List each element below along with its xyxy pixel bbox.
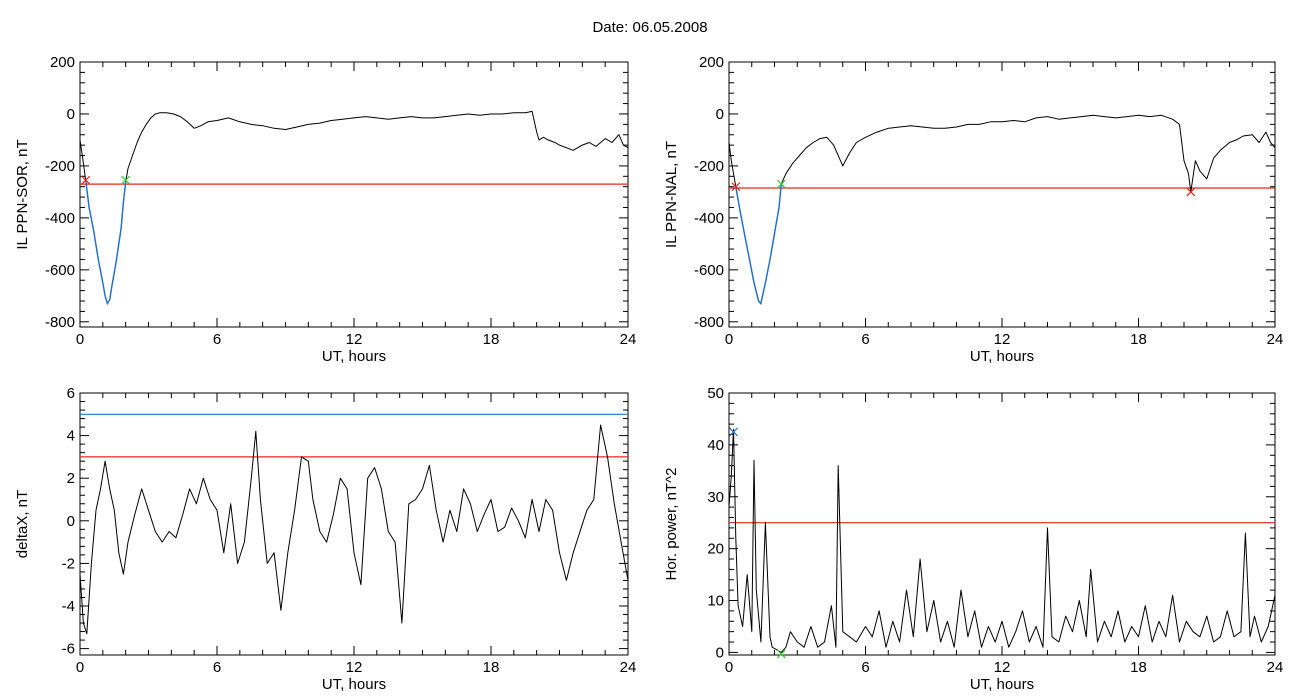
y-tick-label: 0 — [67, 513, 75, 530]
plot-area — [729, 114, 1275, 306]
x-tick-label: 6 — [861, 331, 869, 348]
cross-marker — [81, 175, 91, 185]
chart-panel-4: 0 6 12 18 24 50 40 30 20 10 0 UT, hours Hor. power, … — [663, 385, 1283, 693]
x-axis-label: UT, hours — [322, 348, 386, 365]
x-tick-label: 24 — [620, 659, 637, 676]
plot-frame — [728, 392, 1276, 656]
y-tick-label: -600 — [694, 262, 724, 279]
x-tick-label: 18 — [483, 331, 500, 348]
y-tick-label: 2 — [67, 470, 75, 487]
y-tick-label: -800 — [45, 314, 75, 331]
y-tick-label: -200 — [45, 158, 75, 175]
x-axis-label: UT, hours — [970, 676, 1034, 693]
plot-area — [80, 413, 628, 635]
chart-panel-3: 0 6 12 18 24 6 4 2 0 -2 -4 -6 UT, hours deltaX, nT — [14, 385, 636, 693]
y-axis-label: IL PPN-NAL, nT — [663, 141, 680, 248]
cross-marker-stroke — [81, 175, 91, 185]
cross-marker-stroke — [776, 649, 786, 659]
y-tick-label: 20 — [707, 541, 724, 558]
x-tick-label: 12 — [346, 659, 363, 676]
x-tick-label: 6 — [861, 659, 869, 676]
y-tick-label: -400 — [45, 210, 75, 227]
y-tick-label: 10 — [707, 593, 724, 610]
cross-marker-stroke — [121, 175, 131, 185]
y-tick-label: -6 — [62, 641, 75, 658]
x-tick-label: 0 — [76, 331, 84, 348]
chart-panel-2: 0 6 12 18 24 200 0 -200 -400 -600 -800 UT, hours IL … — [663, 54, 1283, 365]
cross-marker-stroke — [1186, 187, 1196, 197]
y-tick-label: 30 — [707, 489, 724, 506]
y-tick-label: 0 — [716, 644, 724, 661]
data-series — [729, 428, 1275, 653]
highlight-series — [735, 184, 782, 306]
cross-marker — [121, 175, 131, 185]
y-tick-label: 0 — [716, 106, 724, 123]
y-tick-label: 6 — [67, 385, 75, 402]
y-axis-label: deltaX, nT — [14, 490, 31, 558]
plot-frame — [79, 392, 629, 656]
data-series — [80, 110, 628, 305]
x-tick-label: 24 — [620, 331, 637, 348]
plot-area — [80, 110, 628, 306]
chart-panel-1: 0 6 12 18 24 200 0 -200 -400 -600 -800 UT, hours IL … — [14, 54, 636, 365]
x-axis-label: UT, hours — [970, 348, 1034, 365]
y-tick-label: 40 — [707, 437, 724, 454]
y-tick-label: -4 — [62, 598, 75, 615]
x-axis-label: UT, hours — [322, 676, 386, 693]
y-tick-label: -200 — [694, 158, 724, 175]
cross-marker-stroke — [729, 427, 738, 437]
x-tick-label: 0 — [725, 659, 733, 676]
y-tick-label: -2 — [62, 555, 75, 572]
y-tick-label: -400 — [694, 210, 724, 227]
cross-marker — [1186, 187, 1196, 197]
plot-frame — [79, 61, 629, 328]
x-tick-label: 12 — [994, 331, 1011, 348]
x-tick-label: 18 — [1130, 659, 1147, 676]
y-tick-label: 200 — [50, 54, 75, 71]
x-tick-label: 0 — [76, 659, 84, 676]
x-tick-label: 12 — [346, 331, 363, 348]
x-tick-label: 24 — [1267, 331, 1284, 348]
cross-marker — [731, 182, 741, 192]
y-tick-label: 0 — [67, 106, 75, 123]
y-tick-label: 50 — [707, 385, 724, 402]
x-tick-label: 24 — [1267, 659, 1284, 676]
x-tick-label: 6 — [213, 659, 221, 676]
y-axis-label: IL PPN-SOR, nT — [14, 139, 31, 249]
cross-marker — [776, 179, 786, 189]
x-tick-label: 18 — [483, 659, 500, 676]
x-tick-label: 18 — [1130, 331, 1147, 348]
data-series — [80, 424, 628, 635]
data-series — [729, 114, 1275, 305]
cross-marker — [776, 649, 786, 659]
y-tick-label: -600 — [45, 262, 75, 279]
y-axis-label: Hor. power, nT^2 — [663, 468, 680, 581]
highlight-series — [85, 180, 127, 306]
x-tick-label: 0 — [725, 331, 733, 348]
cross-marker-stroke — [731, 182, 741, 192]
plot-area — [729, 428, 1275, 653]
figure-title: Date: 06.05.2008 — [592, 19, 708, 36]
x-tick-label: 6 — [213, 331, 221, 348]
y-tick-label: 200 — [699, 54, 724, 71]
y-tick-label: 4 — [67, 428, 75, 445]
y-tick-label: -800 — [694, 314, 724, 331]
cross-marker-stroke — [776, 179, 786, 189]
cross-marker — [729, 427, 738, 437]
x-tick-label: 12 — [994, 659, 1011, 676]
